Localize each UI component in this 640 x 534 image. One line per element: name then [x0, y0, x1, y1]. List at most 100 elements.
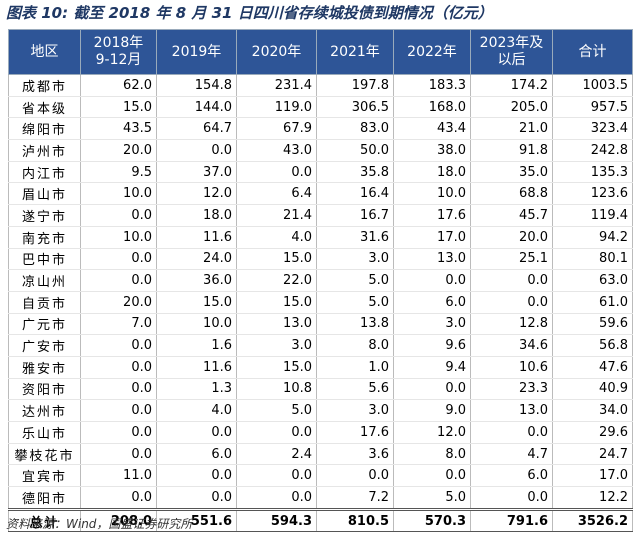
region-cell: 成都市	[8, 74, 81, 97]
value-cell: 3.6	[316, 443, 394, 466]
value-cell: 242.8	[552, 139, 633, 162]
value-cell: 8.0	[316, 334, 394, 357]
value-cell: 36.0	[156, 269, 237, 292]
value-cell: 15.0	[80, 96, 157, 119]
table-row: 省本级 15.0 144.0 119.0 306.5 168.0 205.0 957.5	[8, 96, 633, 119]
value-cell: 37.0	[156, 161, 237, 184]
region-cell: 攀枝花市	[8, 443, 81, 466]
value-cell: 0.0	[80, 248, 157, 271]
value-cell: 67.9	[236, 117, 317, 141]
value-cell: 9.6	[393, 334, 471, 357]
region-cell: 资阳市	[8, 378, 81, 401]
region-cell: 南充市	[8, 226, 81, 249]
value-cell: 35.8	[316, 161, 394, 184]
value-cell: 4.7	[470, 443, 553, 466]
value-cell: 29.6	[552, 421, 633, 444]
table-header: 地区 2018年 9-12月 2019年 2020年 2021年 2022年 2023年及 …	[8, 29, 633, 75]
value-cell: 21.4	[236, 204, 317, 227]
value-cell: 0.0	[393, 464, 471, 488]
value-cell: 7.0	[80, 313, 157, 336]
value-cell: 47.6	[552, 356, 633, 379]
value-cell: 34.6	[470, 334, 553, 357]
value-cell: 205.0	[470, 96, 553, 119]
value-cell: 18.0	[393, 161, 471, 184]
value-cell: 12.0	[156, 182, 237, 206]
value-cell: 0.0	[80, 443, 157, 466]
value-cell: 11.6	[156, 226, 237, 249]
table-row: 广安市 0.0 1.6 3.0 8.0 9.6 34.6 56.8	[8, 334, 633, 357]
value-cell: 0.0	[156, 486, 237, 510]
table: 地区 2018年 9-12月 2019年 2020年 2021年 2022年 2023年及 …	[8, 29, 633, 533]
value-cell: 323.4	[552, 117, 633, 141]
table-row: 广元市 7.0 10.0 13.0 13.8 3.0 12.8 59.6	[8, 313, 633, 336]
table-row: 凉山州 0.0 36.0 22.0 5.0 0.0 0.0 63.0	[8, 269, 633, 292]
value-cell: 6.0	[470, 464, 553, 488]
value-cell: 25.1	[470, 248, 553, 271]
header-cell: 2020年	[236, 29, 317, 75]
header-cell: 2021年	[316, 29, 394, 75]
header-cell: 2018年 9-12月	[80, 29, 157, 75]
value-cell: 3.0	[316, 399, 394, 422]
value-cell: 17.0	[552, 464, 633, 488]
value-cell: 0.0	[80, 421, 157, 444]
value-cell: 22.0	[236, 269, 317, 292]
value-cell: 10.0	[80, 226, 157, 249]
value-cell: 10.8	[236, 378, 317, 401]
value-cell: 0.0	[156, 421, 237, 444]
value-cell: 5.0	[393, 486, 471, 510]
value-cell: 56.8	[552, 334, 633, 357]
value-cell: 15.0	[236, 356, 317, 379]
value-cell: 0.0	[316, 464, 394, 488]
value-cell: 6.4	[236, 182, 317, 206]
value-cell: 24.0	[156, 248, 237, 271]
value-cell: 0.0	[80, 356, 157, 379]
value-cell: 119.0	[236, 96, 317, 119]
value-cell: 123.6	[552, 182, 633, 206]
value-cell: 7.2	[316, 486, 394, 510]
table-row: 乐山市 0.0 0.0 0.0 17.6 12.0 0.0 29.6	[8, 421, 633, 444]
region-cell: 凉山州	[8, 269, 81, 292]
table-row: 德阳市 0.0 0.0 0.0 7.2 5.0 0.0 12.2	[8, 486, 633, 510]
value-cell: 16.7	[316, 204, 394, 227]
value-cell: 15.0	[236, 291, 317, 314]
value-cell: 5.0	[236, 399, 317, 422]
value-cell: 5.0	[316, 291, 394, 314]
value-cell: 18.0	[156, 204, 237, 227]
value-cell: 9.4	[393, 356, 471, 379]
value-cell: 3.0	[236, 334, 317, 357]
region-cell: 省本级	[8, 96, 81, 119]
region-cell: 内江市	[8, 161, 81, 184]
value-cell: 0.0	[80, 486, 157, 510]
value-cell: 94.2	[552, 226, 633, 249]
value-cell: 4.0	[156, 399, 237, 422]
region-cell: 总计	[8, 507, 81, 533]
region-cell: 绵阳市	[8, 117, 81, 141]
value-cell: 16.4	[316, 182, 394, 206]
region-cell: 广元市	[8, 313, 81, 336]
value-cell: 23.3	[470, 378, 553, 401]
region-cell: 广安市	[8, 334, 81, 357]
value-cell: 43.4	[393, 117, 471, 141]
value-cell: 0.0	[470, 421, 553, 444]
value-cell: 13.8	[316, 313, 394, 336]
value-cell: 144.0	[156, 96, 237, 119]
value-cell: 9.0	[393, 399, 471, 422]
value-cell: 63.0	[552, 269, 633, 292]
value-cell: 83.0	[316, 117, 394, 141]
value-cell: 15.0	[156, 291, 237, 314]
value-cell: 0.0	[393, 269, 471, 292]
value-cell: 8.0	[393, 443, 471, 466]
value-cell: 31.6	[316, 226, 394, 249]
value-cell: 231.4	[236, 74, 317, 97]
value-cell: 306.5	[316, 96, 394, 119]
value-cell: 80.1	[552, 248, 633, 271]
value-cell: 11.6	[156, 356, 237, 379]
region-cell: 雅安市	[8, 356, 81, 379]
value-cell: 13.0	[470, 399, 553, 422]
value-cell: 791.6	[470, 507, 553, 533]
value-cell: 5.6	[316, 378, 394, 401]
value-cell: 119.4	[552, 204, 633, 227]
value-cell: 6.0	[393, 291, 471, 314]
value-cell: 10.6	[470, 356, 553, 379]
table-row: 遂宁市 0.0 18.0 21.4 16.7 17.6 45.7 119.4	[8, 204, 633, 227]
